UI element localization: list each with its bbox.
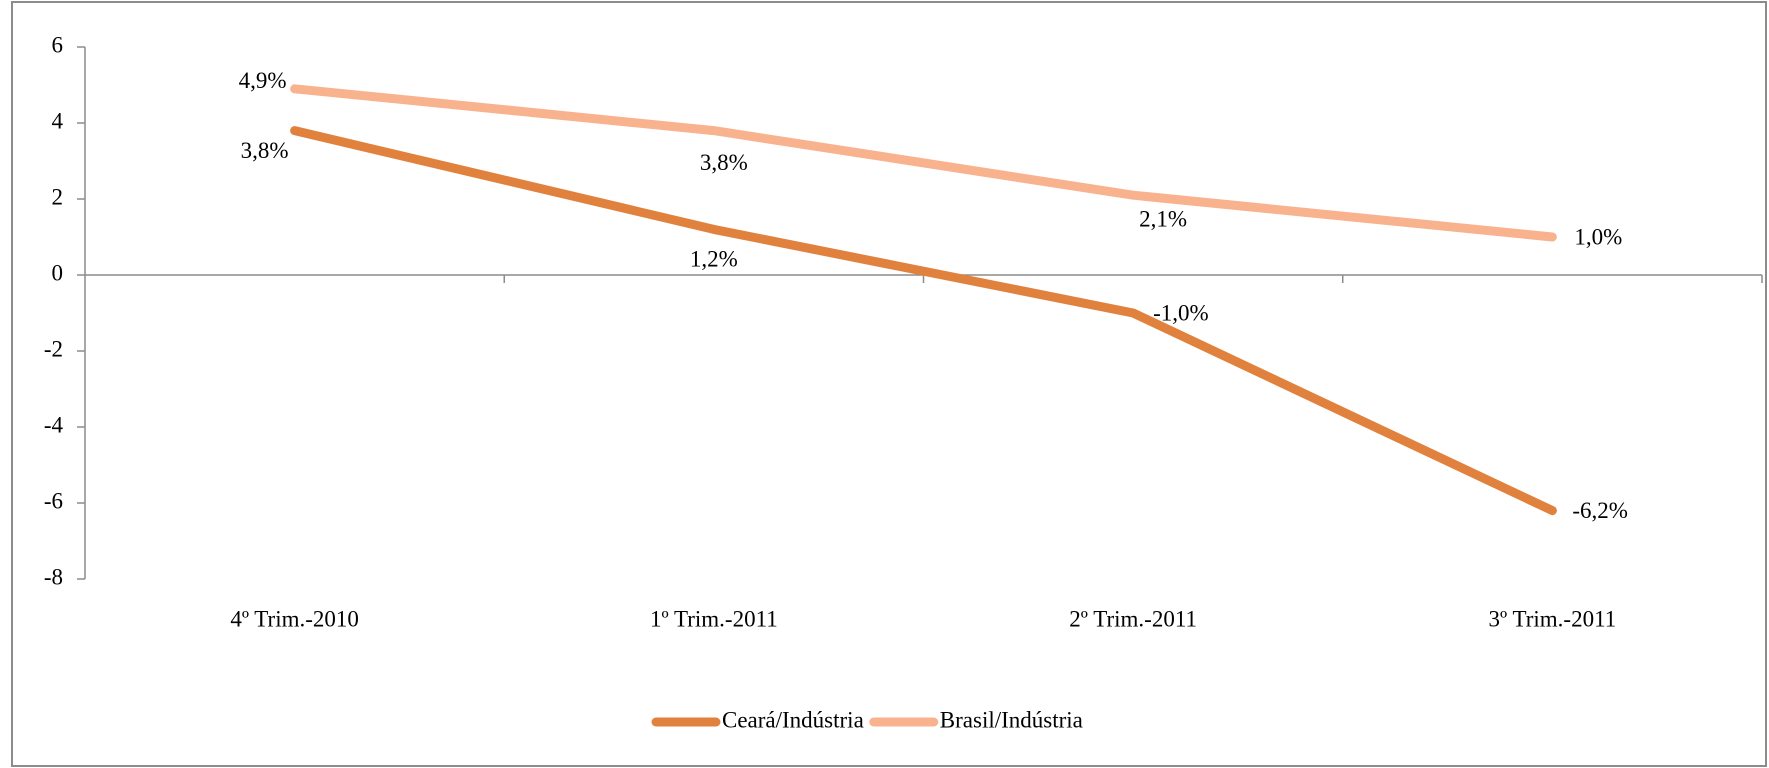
y-tick-label: 4 (52, 108, 64, 133)
chart-frame (11, 1, 1767, 767)
y-tick-label: -2 (44, 336, 63, 361)
data-label: -6,2% (1572, 498, 1628, 523)
y-tick-label: -4 (44, 412, 64, 437)
y-tick-label: -8 (44, 564, 63, 589)
data-label: 2,1% (1139, 206, 1187, 231)
data-label: 4,9% (239, 68, 287, 93)
x-tick-label: 4º Trim.-2010 (230, 606, 359, 631)
data-label: 1,2% (690, 247, 738, 272)
data-label: 1,0% (1574, 224, 1622, 249)
data-label: 3,8% (700, 150, 748, 175)
y-tick-label: -6 (44, 488, 63, 513)
series-line (290, 126, 1557, 516)
y-tick-label: 0 (52, 260, 64, 285)
x-tick-label: 2º Trim.-2011 (1069, 606, 1197, 631)
x-tick-label: 3º Trim.-2011 (1489, 606, 1617, 631)
data-label: 3,8% (241, 138, 289, 163)
y-tick-label: 2 (52, 184, 64, 209)
legend-label: Ceará/Indústria (722, 707, 864, 732)
data-label: -1,0% (1153, 300, 1209, 325)
x-tick-label: 1º Trim.-2011 (650, 606, 778, 631)
legend-label: Brasil/Indústria (940, 707, 1083, 732)
series-line (290, 84, 1557, 242)
y-tick-label: 6 (52, 32, 64, 57)
